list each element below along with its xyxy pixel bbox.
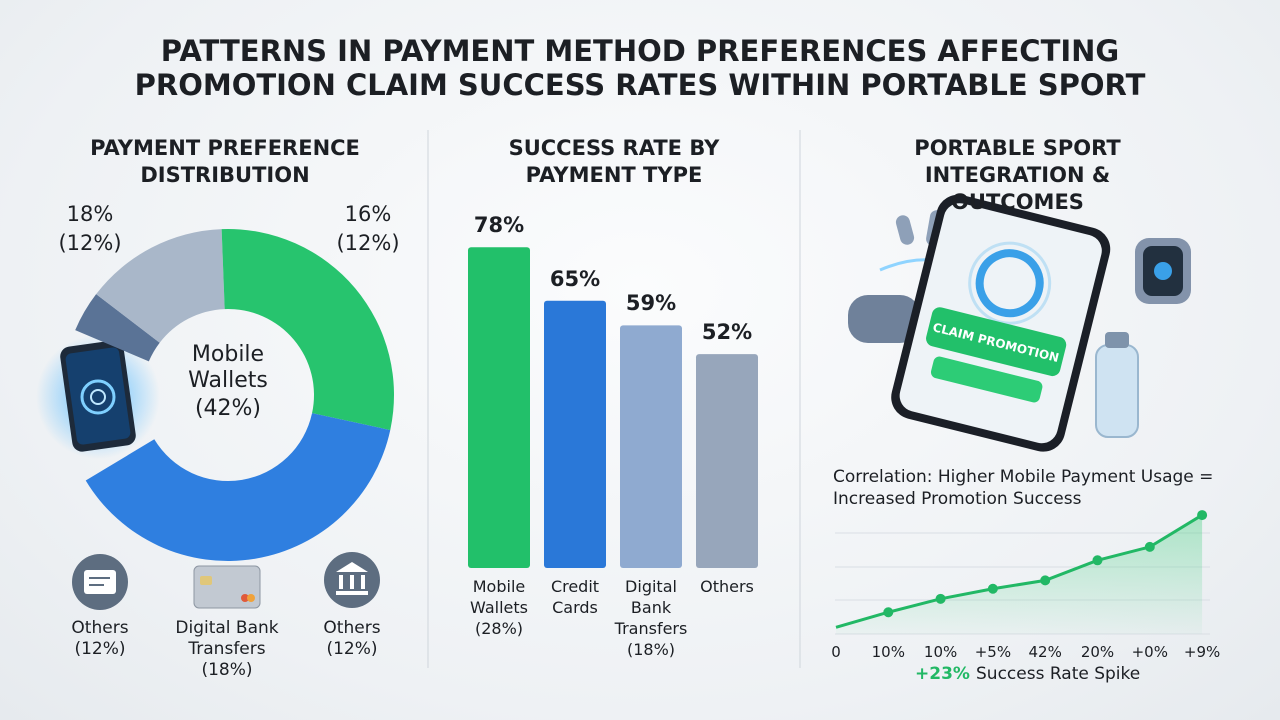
donut-segment xyxy=(96,229,225,343)
legend-label: Others xyxy=(71,618,129,638)
point xyxy=(1092,555,1103,566)
bar xyxy=(544,300,606,568)
legend-label: (12%) xyxy=(326,639,378,659)
legend-label: (18%) xyxy=(201,660,253,680)
x-tick-label: 20% xyxy=(1080,643,1115,661)
x-tick-label: 42% xyxy=(1028,643,1062,661)
donut-segment xyxy=(85,413,391,561)
donut-segment xyxy=(75,294,160,362)
point xyxy=(1040,575,1051,586)
bar xyxy=(620,325,682,568)
point xyxy=(935,593,946,604)
x-tick-label: 10% xyxy=(871,643,905,661)
value-label: 52% xyxy=(701,320,753,345)
x-tick-label: +5% xyxy=(974,643,1012,661)
legend-label: Digital Bank Transfers xyxy=(175,618,279,659)
legend-icons xyxy=(72,552,380,610)
x-tick-label: +0% xyxy=(1131,643,1168,661)
phone-icon xyxy=(36,335,160,459)
x-tick-label: +9% xyxy=(1183,643,1221,661)
x-tick-label: Others xyxy=(700,577,754,596)
x-tick-label: Credit Cards xyxy=(550,577,600,617)
annotation: (12%) xyxy=(336,231,400,255)
bar xyxy=(468,247,530,568)
x-tick-label: 0 xyxy=(831,643,841,661)
x-tick-label: Mobile Wallets (28%) xyxy=(470,577,528,638)
point xyxy=(883,607,894,618)
center-value: (42%) xyxy=(194,396,262,421)
devices-illustration: CLAIM PROMOTION xyxy=(848,194,1191,452)
line xyxy=(835,513,1203,629)
value-label: 65% xyxy=(549,266,601,291)
area xyxy=(836,515,1203,634)
panel-title: PORTABLE SPORT INTEGRATION & OUTCOMES xyxy=(914,136,1121,214)
x-tick-label: 10% xyxy=(923,643,958,661)
annotation: 16% xyxy=(344,202,392,226)
chart-title: PAYMENT PREFERENCE DISTRIBUTION xyxy=(90,136,360,187)
page-title: PATTERNS IN PAYMENT METHOD PREFERENCES A… xyxy=(134,34,1146,102)
chart-title: SUCCESS RATE BY PAYMENT TYPE xyxy=(508,136,720,187)
annotation: (12%) xyxy=(58,231,122,255)
annotation-highlight: +23% xyxy=(915,664,970,684)
bar xyxy=(696,354,758,568)
annotation: Success Rate Spike xyxy=(976,664,1141,684)
point xyxy=(1144,541,1155,552)
center-label: Mobile Wallets xyxy=(188,342,268,393)
point xyxy=(1197,510,1208,521)
value-label: 59% xyxy=(625,291,677,316)
annotation: 18% xyxy=(66,202,114,226)
point xyxy=(987,583,998,594)
donut-segment xyxy=(221,229,394,431)
x-tick-label: Digital Bank Transfers (18%) xyxy=(614,577,688,659)
legend-label: (12%) xyxy=(74,639,126,659)
chart-title: Correlation: Higher Mobile Payment Usage… xyxy=(833,467,1214,509)
legend-label: Others xyxy=(323,618,381,638)
value-label: 78% xyxy=(473,213,525,238)
